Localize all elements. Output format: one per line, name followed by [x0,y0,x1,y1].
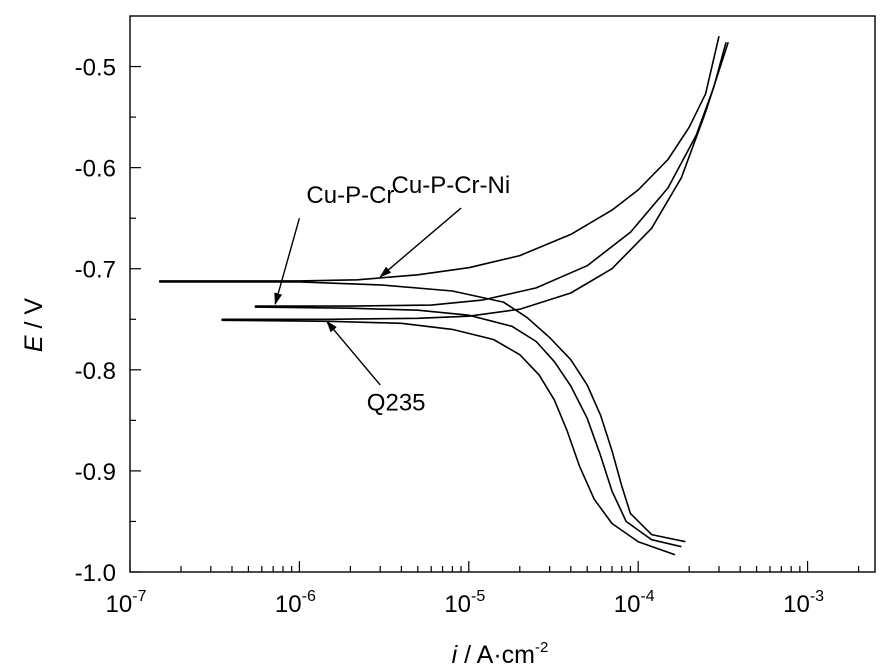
y-tick-label: -0.5 [75,55,116,82]
x-axis-label: i / A·cm-2 [452,639,549,668]
annotation-label: Q235 [367,389,426,416]
x-tick-exponent: -6 [302,588,316,605]
x-tick-exponent: -5 [471,588,485,605]
y-axis-label-text: / V [20,298,48,336]
x-tick-base: 10 [106,591,133,618]
annotation-arrow [326,320,381,386]
x-tick-label: 10-7 [106,588,147,618]
y-tick-label: -1.0 [75,560,116,587]
y-minor-ticks [130,116,136,523]
y-major-ticks [130,65,141,573]
x-axis-label-text: / A·cm [457,641,535,668]
x-tick-label: 10-3 [783,588,824,618]
x-tick-label: 10-4 [614,588,655,618]
x-minor-ticks [180,566,860,572]
plot-frame [129,15,876,573]
series-group [159,36,729,556]
y-tick-label: -0.9 [75,459,116,486]
x-tick-base: 10 [444,591,471,618]
x-tick-label: 10-5 [444,588,485,618]
x-axis-label-italic: i [452,641,459,668]
series-curve-cu-p-cr-ni [159,36,720,543]
y-tick-label: -0.6 [75,156,116,183]
series-curve-cu-p-cr [254,42,727,548]
x-tick-labels: 10-7 10-6 10-5 10-4 10-3 [106,588,825,618]
series-curve-q235 [221,42,729,556]
y-tick-label: -0.7 [75,257,116,284]
x-major-ticks [129,561,809,572]
y-tick-label: -0.8 [75,358,116,385]
x-tick-base: 10 [783,591,810,618]
y-axis-label-italic: E [20,335,48,352]
annotation-arrow [274,217,301,306]
y-axis-label: E / V [20,298,48,353]
x-tick-exponent: -7 [132,588,146,605]
annotation-arrow [379,207,462,278]
x-tick-base: 10 [614,591,641,618]
x-axis-label-sup: -2 [535,639,548,656]
annotation-label: Cu-P-Cr [306,182,394,209]
x-tick-exponent: -3 [810,588,824,605]
y-tick-labels: -0.5 -0.6 -0.7 -0.8 -0.9 -1.0 [75,55,116,587]
annotation-label: Cu-P-Cr-Ni [392,172,511,199]
x-tick-exponent: -4 [640,588,654,605]
x-tick-base: 10 [275,591,302,618]
x-tick-label: 10-6 [275,588,316,618]
